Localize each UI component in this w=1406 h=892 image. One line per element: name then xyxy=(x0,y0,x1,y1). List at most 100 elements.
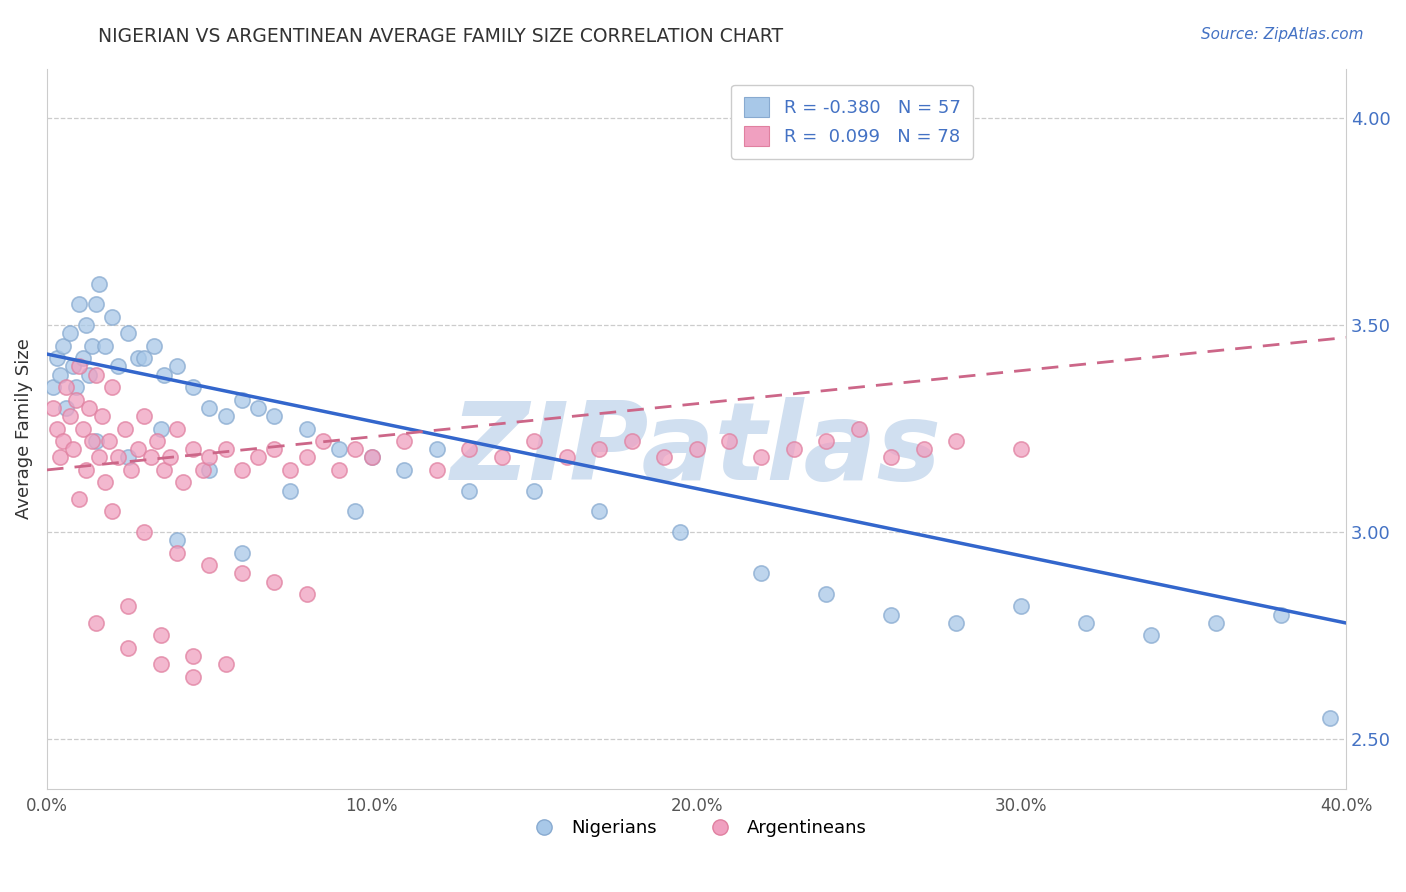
Point xyxy=(426,442,449,457)
Point xyxy=(42,401,65,415)
Point xyxy=(1319,711,1341,725)
Point xyxy=(181,670,204,684)
Point xyxy=(945,615,967,630)
Point xyxy=(198,450,221,465)
Point xyxy=(392,463,415,477)
Point xyxy=(231,463,253,477)
Point xyxy=(848,421,870,435)
Point xyxy=(247,401,270,415)
Point xyxy=(685,442,707,457)
Point xyxy=(82,339,104,353)
Point xyxy=(49,368,72,382)
Point xyxy=(328,442,350,457)
Point xyxy=(295,587,318,601)
Point xyxy=(72,421,94,435)
Point xyxy=(815,587,838,601)
Point xyxy=(198,558,221,572)
Point xyxy=(65,392,87,407)
Point xyxy=(49,450,72,465)
Point xyxy=(263,574,285,589)
Point xyxy=(523,434,546,448)
Point xyxy=(67,297,90,311)
Point xyxy=(134,524,156,539)
Point xyxy=(263,409,285,423)
Point xyxy=(94,475,117,490)
Point xyxy=(588,504,610,518)
Point xyxy=(117,450,139,465)
Point xyxy=(127,351,149,366)
Point xyxy=(84,434,107,448)
Point xyxy=(67,359,90,374)
Point xyxy=(458,442,481,457)
Point xyxy=(426,463,449,477)
Point xyxy=(134,409,156,423)
Point xyxy=(783,442,806,457)
Point xyxy=(328,463,350,477)
Legend: Nigerians, Argentineans: Nigerians, Argentineans xyxy=(519,812,875,845)
Point xyxy=(214,442,236,457)
Point xyxy=(143,339,166,353)
Text: ZIPatlas: ZIPatlas xyxy=(451,397,942,503)
Point xyxy=(91,409,114,423)
Point xyxy=(101,310,124,324)
Point xyxy=(166,421,188,435)
Point xyxy=(107,450,129,465)
Point xyxy=(231,392,253,407)
Point xyxy=(166,546,188,560)
Point xyxy=(1010,442,1032,457)
Point xyxy=(45,351,67,366)
Point xyxy=(55,401,77,415)
Point xyxy=(181,380,204,394)
Point xyxy=(198,463,221,477)
Point xyxy=(52,339,75,353)
Point xyxy=(231,546,253,560)
Point xyxy=(360,450,382,465)
Point xyxy=(127,442,149,457)
Point xyxy=(214,409,236,423)
Point xyxy=(247,450,270,465)
Point xyxy=(880,607,903,622)
Point xyxy=(669,524,692,539)
Point xyxy=(77,401,100,415)
Point xyxy=(280,463,302,477)
Point xyxy=(87,450,110,465)
Point xyxy=(588,442,610,457)
Point xyxy=(172,475,194,490)
Point xyxy=(491,450,513,465)
Point xyxy=(1076,615,1098,630)
Point xyxy=(555,450,578,465)
Point xyxy=(117,599,139,614)
Point xyxy=(181,442,204,457)
Point xyxy=(45,421,67,435)
Point xyxy=(101,504,124,518)
Point xyxy=(94,339,117,353)
Point xyxy=(65,380,87,394)
Point xyxy=(392,434,415,448)
Point xyxy=(75,463,97,477)
Point xyxy=(344,442,367,457)
Point xyxy=(214,657,236,672)
Point xyxy=(263,442,285,457)
Y-axis label: Average Family Size: Average Family Size xyxy=(15,338,32,519)
Point xyxy=(166,359,188,374)
Point xyxy=(191,463,214,477)
Point xyxy=(149,657,172,672)
Point xyxy=(523,483,546,498)
Point xyxy=(149,628,172,642)
Point xyxy=(153,368,176,382)
Point xyxy=(117,640,139,655)
Point xyxy=(360,450,382,465)
Point xyxy=(82,434,104,448)
Point xyxy=(52,434,75,448)
Point xyxy=(75,318,97,332)
Point xyxy=(84,615,107,630)
Point xyxy=(97,434,120,448)
Point xyxy=(55,380,77,394)
Point xyxy=(312,434,335,448)
Point xyxy=(84,297,107,311)
Point xyxy=(42,380,65,394)
Point xyxy=(84,368,107,382)
Point xyxy=(134,351,156,366)
Point xyxy=(72,351,94,366)
Point xyxy=(295,421,318,435)
